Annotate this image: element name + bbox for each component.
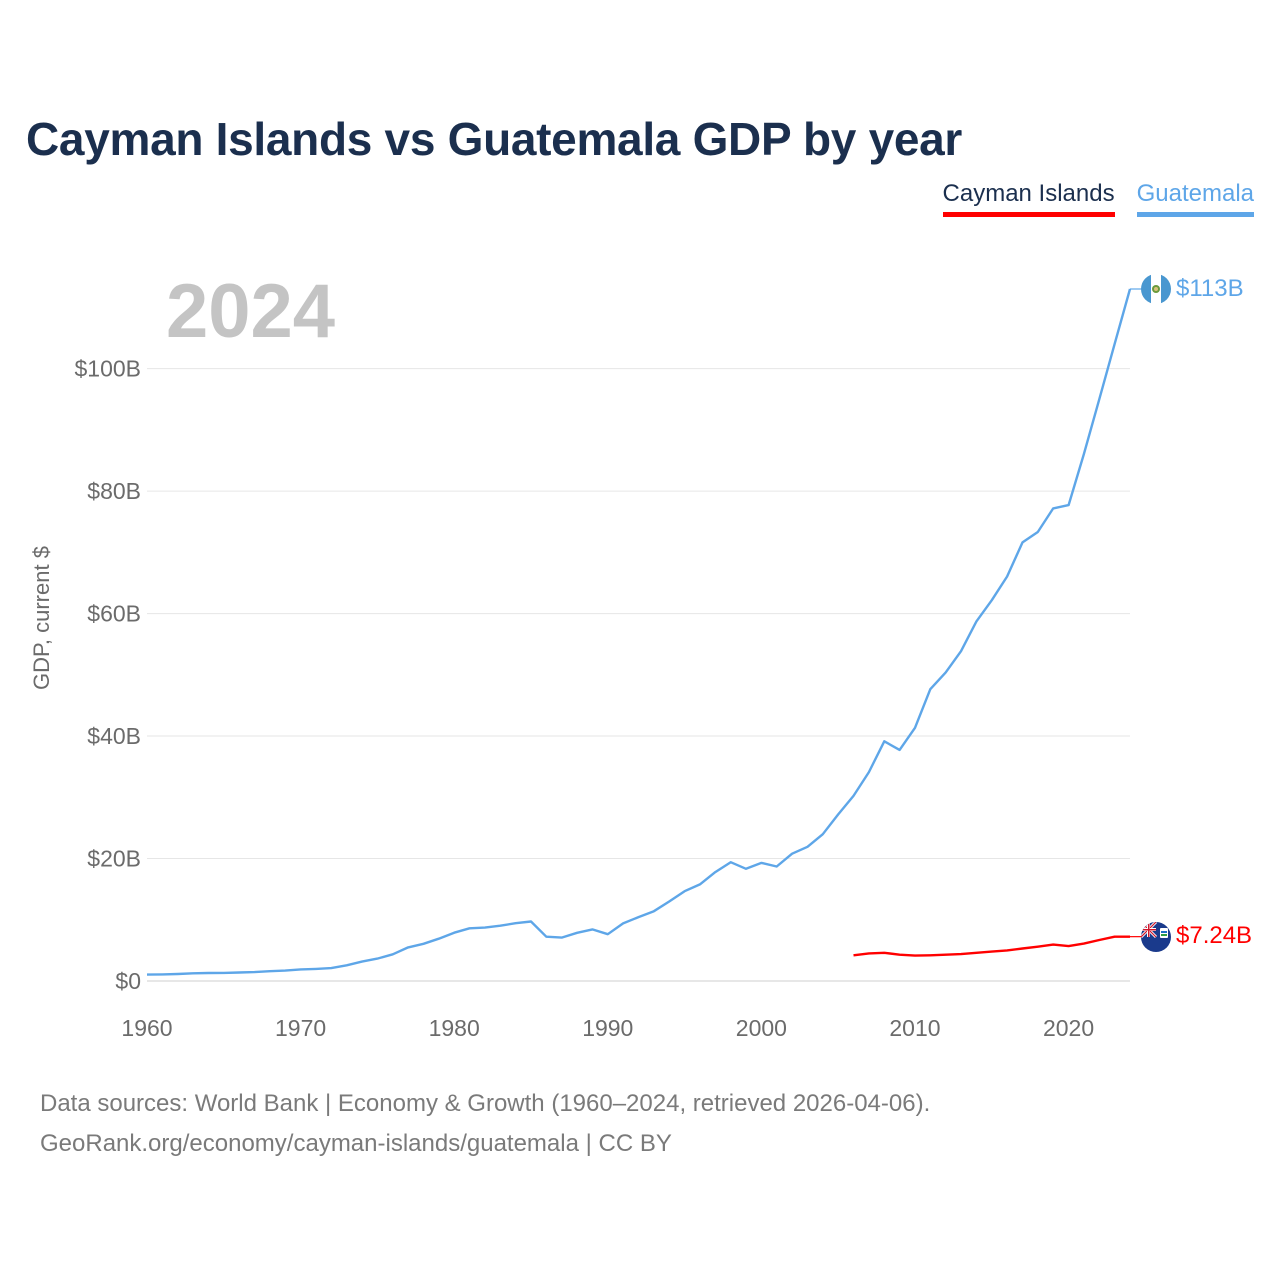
cayman-islands-end-value: $7.24B [1176, 922, 1252, 949]
series-line-cayman-islands [853, 935, 1130, 957]
y-tick-label: $40B [87, 723, 141, 749]
x-tick-label: 2020 [1043, 1015, 1094, 1041]
x-tick-label: 1970 [275, 1015, 326, 1041]
legend-item-guatemala[interactable]: Guatemala [1136, 180, 1254, 217]
gridlines [147, 368, 1130, 982]
x-tick-label: 1980 [429, 1015, 480, 1041]
source-line-data: Data sources: World Bank | Economy & Gro… [40, 1090, 931, 1117]
cayman-islands-flag-icon [1141, 922, 1171, 952]
series-lines [146, 288, 1141, 976]
chart-title: Cayman Islands vs Guatemala GDP by year [26, 113, 963, 165]
x-tick-label: 2000 [736, 1015, 787, 1041]
source-note: Data sources: World Bank | Economy & Gro… [40, 1084, 930, 1164]
y-axis-ticks: $0 $20B $40B $60B $80B $100B [74, 356, 141, 994]
legend: Cayman Islands Guatemala [942, 180, 1254, 217]
x-axis-ticks: 1960 1970 1980 1990 2000 2010 2020 [121, 1015, 1094, 1041]
legend-item-cayman-islands[interactable]: Cayman Islands [942, 180, 1115, 217]
y-tick-label: $100B [74, 356, 141, 382]
guatemala-flag-icon [1141, 274, 1171, 304]
source-line-link[interactable]: GeoRank.org/economy/cayman-islands/guate… [40, 1130, 672, 1157]
y-tick-label: $60B [87, 601, 141, 627]
y-tick-label: $20B [87, 846, 141, 872]
x-tick-label: 1990 [582, 1015, 633, 1041]
y-tick-label: $80B [87, 478, 141, 504]
y-tick-label: $0 [115, 968, 141, 994]
x-tick-label: 2010 [889, 1015, 940, 1041]
year-watermark: 2024 [166, 269, 336, 354]
guatemala-end-value: $113B [1176, 275, 1244, 302]
series-line-guatemala [146, 288, 1132, 976]
x-tick-label: 1960 [121, 1015, 172, 1041]
